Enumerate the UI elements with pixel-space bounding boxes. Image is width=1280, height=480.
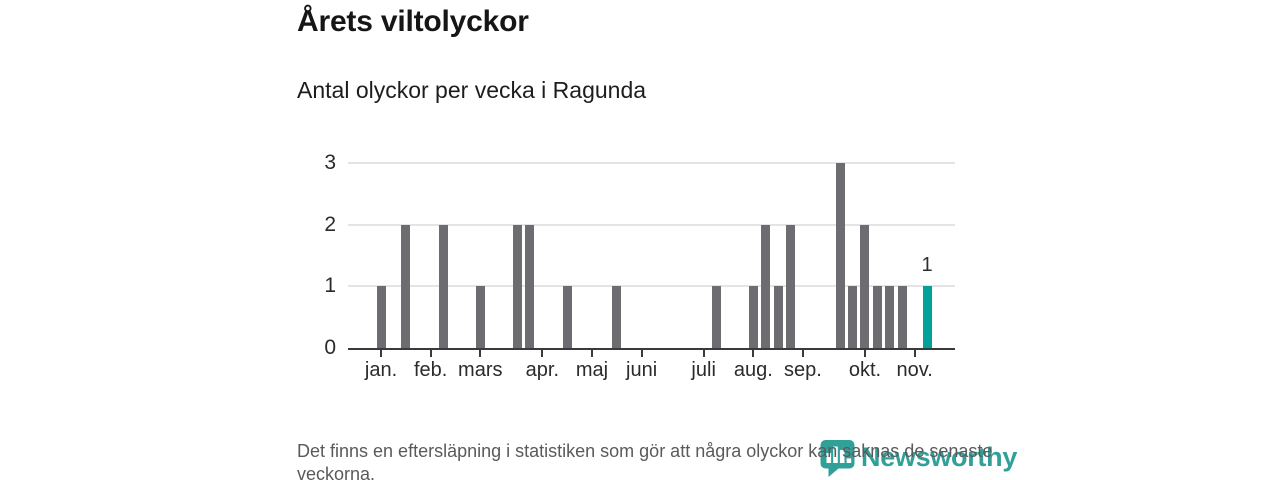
x-axis-month-label: jan. <box>364 359 398 381</box>
x-axis-month-label: okt. <box>848 359 882 381</box>
month-tick <box>801 350 804 357</box>
y-axis-tick-label: 2 <box>324 212 336 236</box>
bar-highlight <box>922 286 932 348</box>
plot-area: 1 jan. feb. mars apr. maj juni juli aug. sep. okt.… <box>348 162 955 381</box>
bar-value-label: 1 <box>921 254 933 277</box>
month-tick <box>429 350 432 357</box>
newsworthy-pin-barchart-icon <box>819 439 856 480</box>
month-tick <box>380 350 382 357</box>
month-tick <box>913 350 916 357</box>
chart-subtitle: Antal olyckor per vecka i Ragunda <box>297 77 647 103</box>
month-tick <box>702 350 705 357</box>
x-axis-month-label: nov. <box>896 359 933 381</box>
bar <box>401 224 411 348</box>
y-axis-tick-label: 3 <box>324 151 336 174</box>
month-tick <box>541 350 544 357</box>
bar <box>513 224 522 348</box>
bar <box>786 224 796 348</box>
gridline <box>348 162 955 164</box>
bar <box>525 224 535 348</box>
bar <box>376 286 386 348</box>
bar <box>872 286 882 348</box>
x-axis-month-label: juni <box>626 359 658 381</box>
bar <box>835 163 845 348</box>
bar <box>848 286 858 348</box>
y-axis-tick-label: 0 <box>324 336 336 359</box>
bar <box>897 286 907 348</box>
x-axis-month-label: aug. <box>733 359 773 381</box>
x-axis-month-label: sep. <box>784 359 822 381</box>
page-title: Årets viltolyckor <box>297 5 529 38</box>
y-axis-tick-label: 1 <box>324 274 336 298</box>
bar <box>885 286 895 348</box>
newsworthy-wordmark: Newsworthy <box>861 442 1018 472</box>
x-axis-line <box>348 347 955 350</box>
gridline <box>348 285 955 288</box>
footnote: Det finns en eftersläpning i statistiken… <box>297 441 993 480</box>
bar <box>438 224 448 348</box>
month-tick <box>590 350 593 357</box>
bar <box>612 286 622 348</box>
bar <box>711 286 721 348</box>
gridline <box>348 223 955 226</box>
bar <box>562 286 572 348</box>
bar <box>748 286 758 348</box>
x-axis-month-label: apr. <box>525 359 560 381</box>
x-axis-month-label: maj <box>575 359 609 381</box>
month-tick <box>640 350 643 357</box>
month-tick <box>479 350 482 357</box>
bar <box>475 286 485 348</box>
bar <box>860 224 870 348</box>
x-axis-month-label: feb. <box>413 359 448 381</box>
bar <box>761 224 771 348</box>
x-axis-month-label: juli <box>691 359 716 381</box>
bar <box>773 286 783 348</box>
x-axis-month-label: mars <box>458 359 503 381</box>
newsworthy-logo: Newsworthy <box>819 439 1017 480</box>
month-tick <box>752 350 755 357</box>
month-tick <box>863 350 866 357</box>
